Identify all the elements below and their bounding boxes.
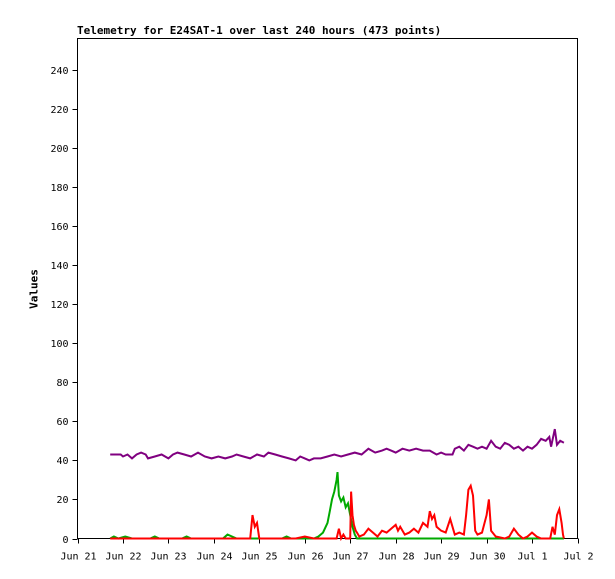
x-tick-label: Jul 2 [563,552,593,563]
y-tick-label: 40 [56,456,68,467]
y-tick-label: 200 [50,144,68,155]
series-layer [109,428,565,542]
x-tick-label: Jun 29 [423,552,459,563]
x-tick-label: Jun 23 [150,552,186,563]
plot-frame [77,38,578,539]
y-tick-label: 100 [50,339,68,350]
y-tick-label: 240 [50,66,68,77]
x-tick-label: Jun 25 [241,552,277,563]
series-line-0 [110,428,565,462]
y-axis-ticks: 0 20 40 60 80 100 120 140 160 180 200 220 240 [50,66,78,546]
y-tick-label: 80 [56,378,68,389]
x-tick-label: Jun 27 [332,552,368,563]
x-tick-label: Jun 30 [469,552,505,563]
x-tick-label: Jun 28 [378,552,414,563]
series-line-2 [110,483,565,542]
y-tick-label: 60 [56,417,68,428]
y-tick-label: 140 [50,261,68,272]
x-axis-ticks: Jun 21 Jun 22 Jun 23 Jun 24 Jun 25 Jun 26 Jun … [60,538,594,563]
series-line-1 [109,471,564,540]
x-tick-label: Jun 22 [105,552,141,563]
x-tick-label: Jul 1 [517,552,547,563]
y-tick-label: 220 [50,105,68,116]
y-tick-label: 160 [50,222,68,233]
y-tick-label: 0 [62,535,68,546]
chart-title: Telemetry for E24SAT-1 over last 240 hou… [77,24,442,37]
y-tick-label: 120 [50,300,68,311]
x-tick-label: Jun 26 [287,552,323,563]
y-tick-label: 180 [50,183,68,194]
x-tick-label: Jun 21 [60,552,96,563]
x-tick-label: Jun 24 [196,552,232,563]
y-tick-label: 20 [56,495,68,506]
